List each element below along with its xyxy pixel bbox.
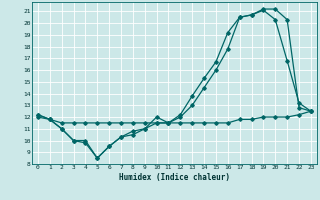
X-axis label: Humidex (Indice chaleur): Humidex (Indice chaleur) bbox=[119, 173, 230, 182]
